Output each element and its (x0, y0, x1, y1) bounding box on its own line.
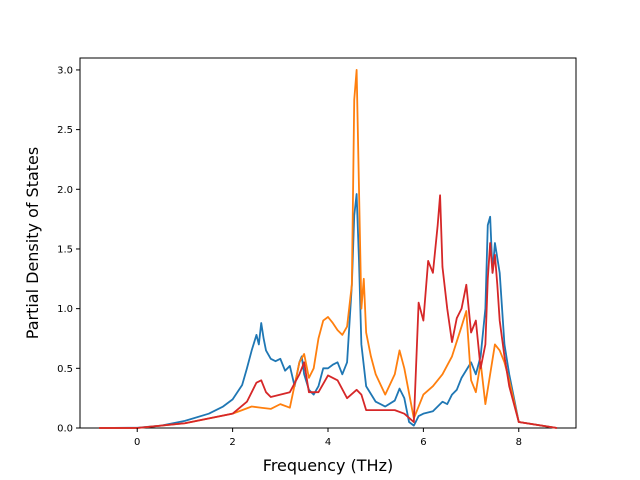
series-layer (99, 69, 558, 429)
x-tick-label: 0 (134, 437, 140, 448)
y-tick-label: 2.0 (57, 185, 73, 196)
y-tick-label: 0.5 (57, 364, 73, 375)
x-tick-label: 6 (420, 437, 426, 448)
series-line-3 (99, 194, 558, 429)
y-tick-label: 1.0 (57, 304, 73, 315)
x-tick-label: 8 (516, 437, 522, 448)
y-axis-ticks: 0.0 0.5 1.0 1.5 2.0 2.5 3.0 (57, 65, 80, 435)
y-tick-label: 2.5 (57, 125, 73, 136)
x-axis-label: Frequency (THz) (263, 456, 393, 475)
x-axis-ticks: 0 2 4 6 8 (134, 428, 522, 448)
y-tick-label: 3.0 (57, 65, 73, 76)
plot-area: 0 2 4 6 8 0.0 0.5 1.0 1.5 2.0 2.5 3.0 (57, 57, 577, 448)
series-line-2 (99, 69, 558, 429)
x-tick-label: 4 (325, 437, 331, 448)
y-axis-label: Partial Density of States (23, 147, 42, 339)
y-tick-label: 1.5 (57, 244, 73, 255)
x-tick-label: 2 (229, 437, 235, 448)
y-tick-label: 0.0 (57, 424, 73, 435)
